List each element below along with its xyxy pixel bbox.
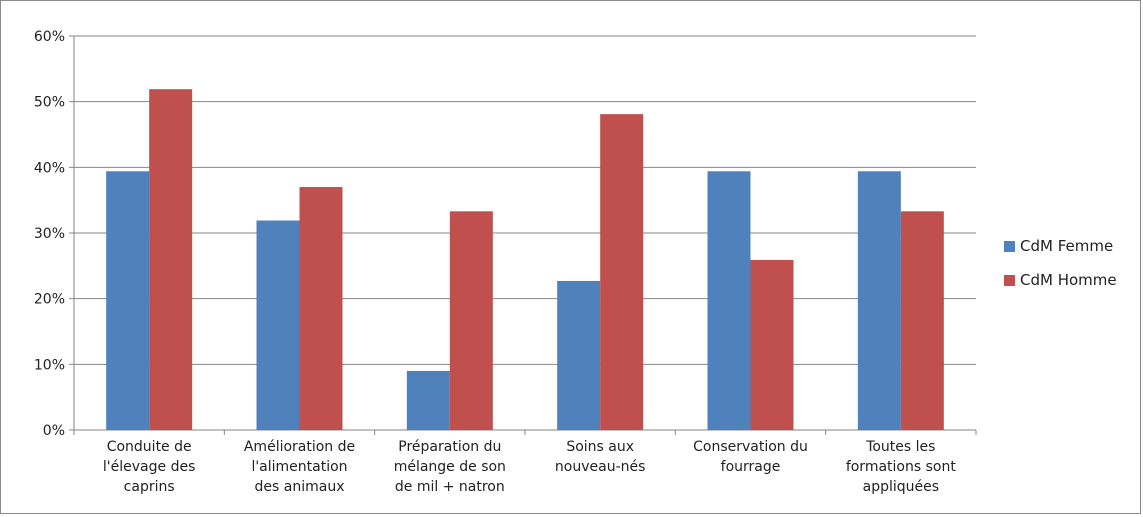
x-category-label: Soins aux nouveau-nés	[555, 439, 646, 475]
x-category-label: Conservation du fourrage	[693, 439, 808, 475]
x-category-label: Préparation du mélange de son de mil + nat…	[394, 439, 506, 495]
x-category-label-line: l'alimentation	[251, 459, 347, 475]
bar-cdm-homme	[449, 211, 493, 430]
x-category-label-line: appliquées	[863, 479, 939, 495]
bar-cdm-femme	[106, 171, 150, 431]
y-tick-label: 0%	[43, 423, 65, 439]
x-category-label-line: formations sont	[846, 459, 957, 475]
bar-cdm-femme	[557, 280, 601, 430]
x-category-label-line: fourrage	[721, 459, 781, 475]
x-category-label-line: Préparation du	[398, 439, 501, 455]
bar-cdm-femme	[406, 370, 450, 430]
x-category-label-line: Conduite de	[107, 439, 192, 455]
x-category-label: Conduite de l'élevage des caprins	[103, 439, 195, 495]
x-category-label-line: l'élevage des	[103, 459, 195, 475]
bar-cdm-femme	[256, 220, 300, 430]
bar-cdm-homme	[750, 259, 794, 430]
x-category-label-line: Conservation du	[693, 439, 808, 455]
bar-cdm-femme	[857, 171, 901, 431]
x-category-label-line: Amélioration de	[244, 439, 355, 455]
x-category-label-line: Toutes les	[865, 439, 935, 455]
bar-cdm-homme	[600, 114, 644, 430]
x-category-label: Amélioration de l'alimentation des animaux	[244, 439, 355, 495]
y-tick-label: 30%	[34, 226, 65, 242]
x-category-label-line: Soins aux	[566, 439, 634, 455]
x-category-label: Toutes les formations sont appliquées	[846, 439, 957, 495]
bar-cdm-homme	[149, 89, 193, 430]
x-category-label-line: de mil + natron	[395, 479, 505, 495]
x-category-label-line: nouveau-nés	[555, 459, 646, 475]
legend-label: CdM Homme	[1020, 271, 1117, 289]
x-category-label-line: mélange de son	[394, 459, 506, 475]
bar-cdm-femme	[707, 171, 751, 431]
legend-swatch	[1004, 241, 1015, 252]
y-tick-label: 60%	[34, 29, 65, 45]
y-tick-label: 40%	[34, 160, 65, 176]
y-tick-label: 50%	[34, 95, 65, 111]
x-category-label-line: des animaux	[255, 479, 345, 495]
bar-cdm-homme	[299, 187, 343, 430]
bar-cdm-homme	[900, 211, 944, 430]
y-tick-label: 20%	[34, 292, 65, 308]
y-tick-label: 10%	[34, 357, 65, 373]
legend-label: CdM Femme	[1020, 237, 1113, 255]
x-category-label-line: caprins	[124, 479, 175, 495]
legend-swatch	[1004, 275, 1015, 286]
